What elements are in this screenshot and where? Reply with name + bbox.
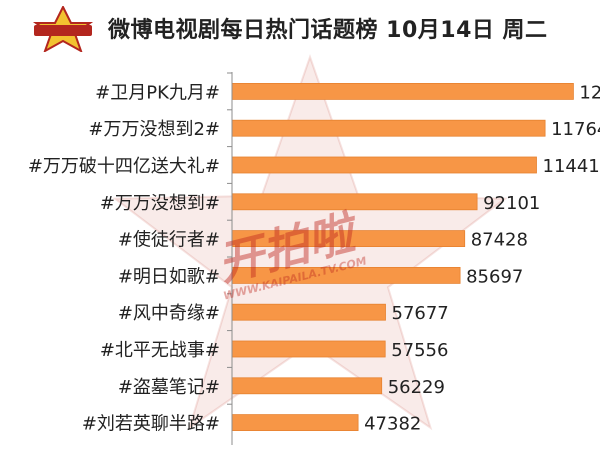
category-labels: #卫月PK九月# #万万没想到2# #万万破十四亿送大礼# #万万没想到# #使徒行者#… (28, 72, 232, 435)
bar-10 (231, 414, 359, 432)
bar-9 (231, 377, 383, 395)
data-label: 87428 (471, 230, 528, 251)
category-label: #北平无战事# (100, 340, 220, 361)
logo-band (34, 25, 92, 36)
data-label: 117643 (551, 119, 600, 140)
category-label: #明日如歌# (118, 266, 220, 287)
data-label: 57677 (392, 303, 449, 324)
data-label: 92101 (483, 193, 540, 214)
bar-8 (231, 340, 386, 358)
data-label: 128280 (579, 82, 600, 103)
bar-series (231, 83, 574, 432)
kaipai-star-logo-icon (32, 6, 94, 52)
data-label: 47382 (364, 414, 421, 435)
bar-7 (231, 303, 386, 321)
category-label: #万万破十四亿送大礼# (28, 156, 220, 177)
bar-1 (231, 83, 574, 100)
bar-6 (231, 266, 461, 284)
category-label: #盗墓笔记# (118, 377, 220, 398)
category-label: #刘若英聊半路# (82, 414, 220, 435)
bar-2 (231, 119, 546, 137)
data-label: 56229 (388, 377, 445, 398)
bar-4 (231, 193, 478, 211)
bar-3 (231, 156, 537, 174)
page-title: 微博电视剧每日热门话题榜 10月14日 周二 (108, 18, 548, 43)
bar-5 (231, 230, 466, 248)
category-label: #卫月PK九月# (95, 82, 220, 103)
data-label: 114414 (543, 156, 600, 177)
data-label: 85697 (466, 266, 523, 287)
category-label: #使徒行者# (118, 230, 220, 251)
category-label: #风中奇缘# (118, 303, 220, 324)
data-label: 57556 (391, 340, 448, 361)
category-label: #万万没想到2# (88, 119, 220, 140)
category-label: #万万没想到# (100, 193, 220, 214)
value-labels: 128280 117643 11441492101 87428 85697 57677 57… (364, 82, 600, 434)
